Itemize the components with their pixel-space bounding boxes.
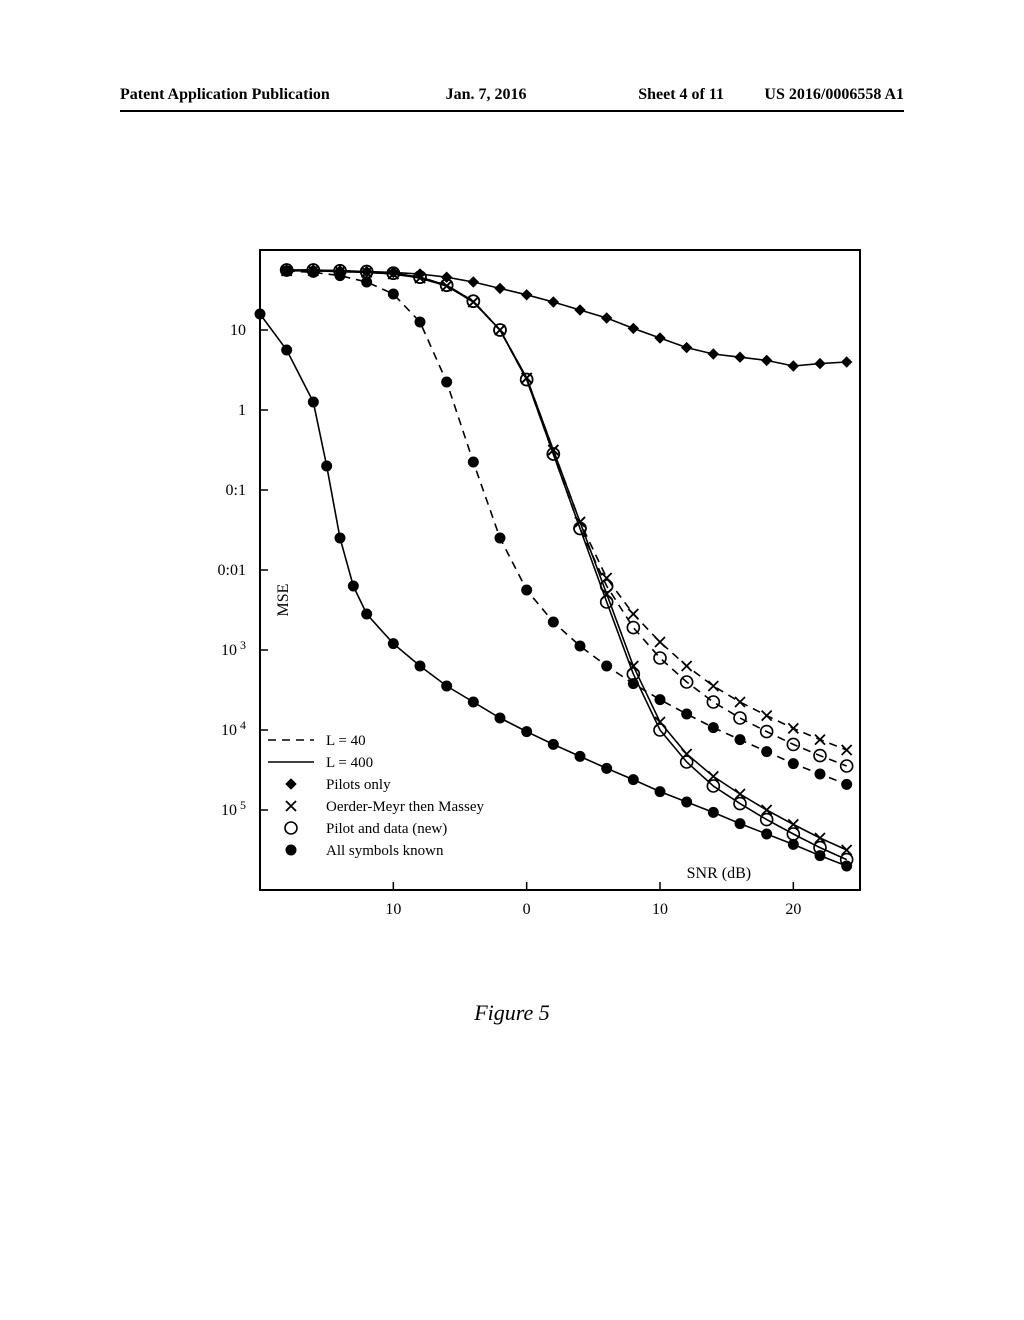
header-left: Patent Application Publication — [120, 86, 330, 104]
figure-caption: Figure 5 — [0, 1000, 1024, 1026]
svg-text:10: 10 — [652, 901, 668, 918]
patent-header: Patent Application Publication Jan. 7, 2… — [120, 86, 904, 112]
svg-text:1: 1 — [238, 402, 246, 419]
chart-container: 10 1 0:1 0:01 10 3 10 4 10 5 10 0 10 20 MSE SNR (dB)… — [150, 240, 870, 960]
svg-text:L = 40: L = 40 — [326, 733, 366, 749]
svg-text:10 4: 10 4 — [221, 718, 246, 739]
svg-text:10: 10 — [230, 322, 246, 339]
header-date: Jan. 7, 2016 — [446, 86, 527, 104]
chart-svg: 10 1 0:1 0:01 10 3 10 4 10 5 10 0 10 20 MSE SNR (dB)… — [150, 240, 870, 960]
svg-text:L = 400: L = 400 — [326, 755, 373, 771]
svg-text:10 5: 10 5 — [221, 798, 246, 819]
svg-text:Pilot and data (new): Pilot and data (new) — [326, 821, 447, 837]
page: Patent Application Publication Jan. 7, 2… — [0, 0, 1024, 1320]
svg-text:0: 0 — [523, 901, 531, 918]
svg-text:0:01: 0:01 — [218, 562, 246, 579]
svg-text:All symbols known: All symbols known — [326, 843, 444, 859]
svg-text:SNR (dB): SNR (dB) — [687, 865, 751, 882]
svg-text:Oerder-Meyr then Massey: Oerder-Meyr then Massey — [326, 799, 484, 815]
svg-text:Pilots only: Pilots only — [326, 777, 391, 793]
header-pubno: US 2016/0006558 A1 — [764, 86, 904, 104]
svg-text:10 3: 10 3 — [221, 638, 246, 659]
svg-text:10: 10 — [385, 901, 401, 918]
header-sheet: Sheet 4 of 11 — [638, 86, 724, 104]
svg-text:MSE: MSE — [275, 584, 292, 617]
svg-text:0:1: 0:1 — [226, 482, 246, 499]
svg-text:20: 20 — [785, 901, 801, 918]
